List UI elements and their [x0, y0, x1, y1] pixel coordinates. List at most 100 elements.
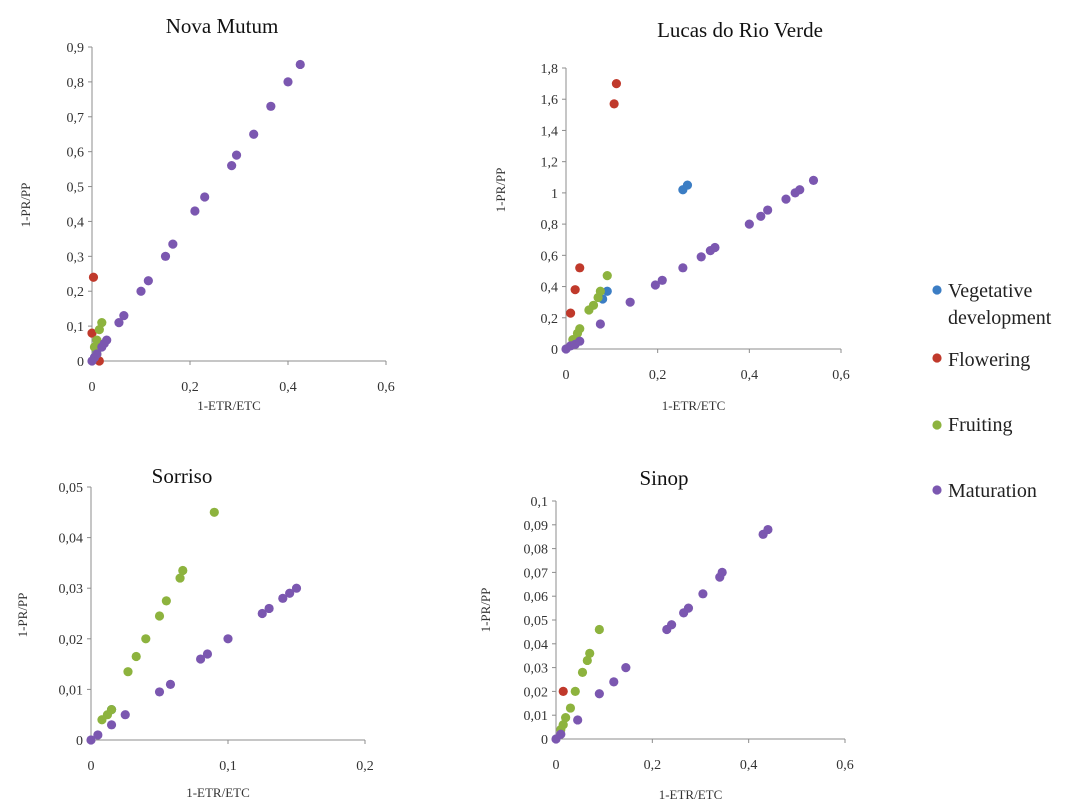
data-point — [114, 318, 124, 328]
data-point — [565, 308, 576, 318]
data-point — [257, 608, 267, 619]
y-tick-label: 1,8 — [541, 62, 559, 77]
data-point — [696, 252, 706, 262]
data-point — [585, 648, 595, 658]
data-point — [756, 211, 766, 221]
data-point — [92, 349, 102, 359]
x-tick-label: 0,2 — [644, 758, 662, 773]
data-point — [154, 611, 165, 621]
data-point — [781, 194, 791, 204]
data-point — [266, 101, 276, 111]
legend-marker — [932, 485, 942, 495]
data-point — [285, 588, 295, 598]
data-point — [584, 305, 594, 315]
data-point — [223, 634, 233, 644]
data-point — [154, 687, 165, 697]
data-point — [175, 573, 185, 583]
x-tick-label: 0,6 — [832, 368, 850, 383]
data-point — [86, 735, 96, 745]
y-tick-label: 0,03 — [59, 582, 84, 597]
data-point — [196, 654, 206, 664]
data-point — [595, 319, 605, 329]
y-tick-label: 0,1 — [67, 320, 85, 335]
x-tick-label: 0,4 — [279, 380, 297, 395]
data-point — [295, 59, 305, 70]
chart-title: Sinop — [639, 466, 688, 490]
legend-marker — [932, 353, 942, 363]
y-tick-label: 0,3 — [67, 250, 85, 265]
data-point — [602, 286, 612, 296]
data-point — [93, 730, 103, 740]
x-tick-label: 0,6 — [377, 380, 395, 395]
data-point — [283, 77, 293, 87]
y-tick-label: 0 — [541, 733, 548, 748]
legend-marker — [932, 420, 942, 430]
y-axis-label: 1-PR/PP — [478, 588, 493, 633]
y-tick-label: 0,09 — [524, 519, 549, 534]
y-tick-label: 0,05 — [524, 614, 549, 629]
x-tick-label: 0 — [89, 380, 96, 395]
data-point — [190, 206, 200, 216]
data-point — [131, 651, 141, 662]
data-point — [141, 634, 151, 644]
data-point — [570, 285, 580, 295]
y-tick-label: 0,9 — [67, 41, 85, 56]
data-point — [123, 667, 133, 677]
y-tick-label: 0,7 — [67, 111, 85, 126]
y-tick-label: 1,4 — [541, 124, 559, 139]
data-point — [698, 589, 708, 599]
y-tick-label: 0 — [76, 734, 83, 749]
data-point — [602, 271, 612, 281]
x-axis-label: 1-ETR/ETC — [659, 787, 723, 802]
legend-label: development — [948, 307, 1052, 329]
x-tick-label: 0,4 — [740, 758, 758, 773]
data-point — [650, 280, 660, 290]
y-axis-label: 1-PR/PP — [15, 593, 30, 638]
data-point — [657, 275, 667, 285]
x-tick-label: 0 — [88, 759, 95, 774]
data-point — [795, 185, 805, 195]
y-tick-label: 0,06 — [524, 590, 549, 605]
y-tick-label: 0,04 — [524, 638, 549, 653]
x-tick-label: 0,1 — [219, 759, 237, 774]
y-axis-label: 1-PR/PP — [18, 183, 33, 228]
data-point — [561, 712, 571, 723]
y-tick-label: 0 — [551, 343, 558, 358]
y-tick-label: 0,8 — [67, 76, 85, 91]
data-point — [106, 720, 117, 730]
data-point — [625, 297, 635, 307]
y-tick-label: 0,1 — [531, 495, 549, 510]
x-tick-label: 0,6 — [836, 758, 854, 773]
y-tick-label: 0,6 — [541, 249, 559, 264]
x-tick-label: 0,4 — [741, 368, 759, 383]
y-tick-label: 0,04 — [59, 532, 84, 547]
x-axis-label: 1-ETR/ETC — [197, 398, 261, 413]
data-point — [94, 325, 104, 335]
data-point — [717, 567, 727, 578]
data-point — [120, 710, 130, 720]
x-tick-label: 0,2 — [181, 380, 199, 395]
data-point — [97, 715, 107, 725]
y-tick-label: 0,2 — [541, 312, 559, 327]
y-tick-label: 0,02 — [59, 633, 84, 648]
data-point — [87, 328, 97, 338]
legend-item: Fruiting — [932, 414, 1012, 436]
y-axis-label: 1-PR/PP — [493, 168, 508, 213]
data-point — [621, 663, 631, 673]
data-point — [136, 286, 146, 296]
data-point — [609, 99, 619, 109]
data-point — [582, 655, 592, 666]
legend-item: Flowering — [932, 349, 1030, 371]
x-tick-label: 0,2 — [649, 368, 667, 383]
chart-title: Sorriso — [152, 464, 213, 488]
y-tick-label: 0,5 — [67, 181, 85, 196]
y-tick-label: 0,08 — [524, 543, 549, 558]
data-point — [558, 686, 568, 697]
legend: Vegetative development Flowering Fruiting Ma… — [932, 280, 1052, 502]
data-point — [202, 649, 213, 659]
data-point — [594, 624, 604, 635]
x-tick-label: 0 — [563, 368, 570, 383]
data-point — [575, 336, 585, 346]
